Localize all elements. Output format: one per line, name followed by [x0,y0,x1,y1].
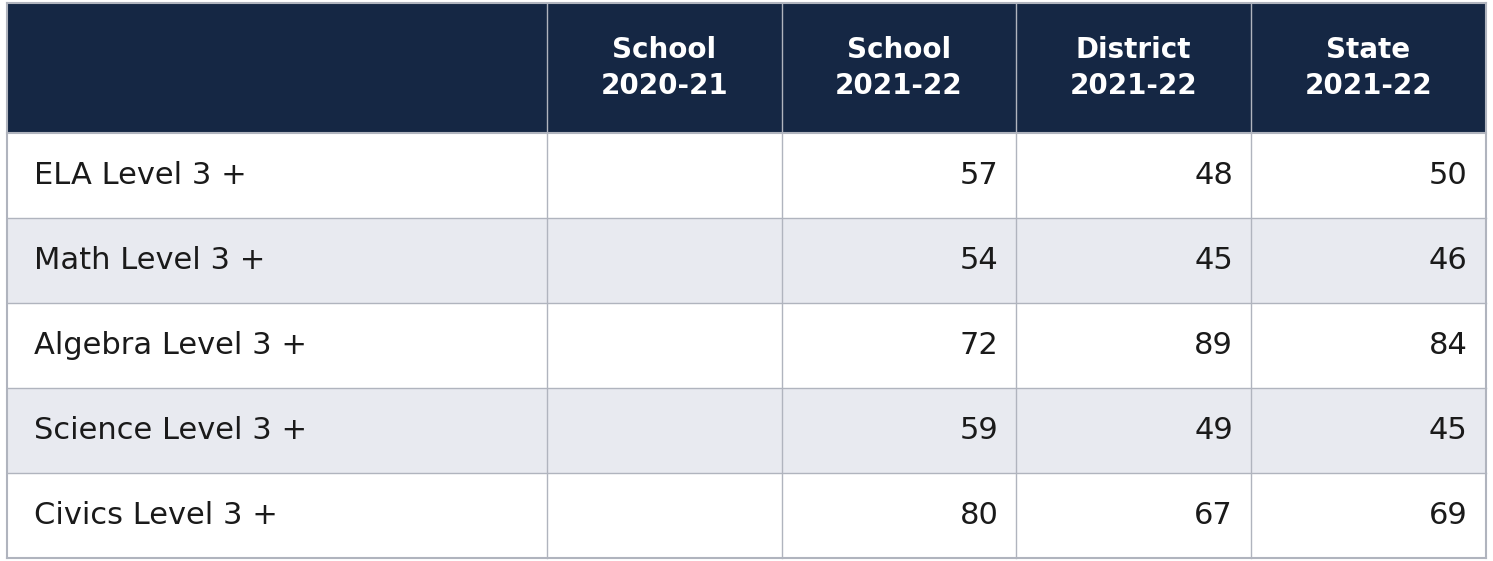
Bar [7,473,1486,558]
Text: Algebra Level 3 +: Algebra Level 3 + [34,331,308,360]
Text: 50: 50 [1429,162,1468,190]
Text: 48: 48 [1194,162,1233,190]
Text: Math Level 3 +: Math Level 3 + [34,246,266,275]
Text: Science Level 3 +: Science Level 3 + [34,416,308,445]
Bar [7,3,546,134]
Text: School
2021-22: School 2021-22 [835,36,963,100]
Text: 67: 67 [1194,501,1233,530]
Text: 46: 46 [1429,246,1468,275]
Text: 69: 69 [1429,501,1468,530]
Text: State
2021-22: State 2021-22 [1305,36,1432,100]
Text: 59: 59 [960,416,999,445]
Bar [1017,3,1251,134]
Text: 54: 54 [960,246,999,275]
Text: 72: 72 [960,331,999,360]
Bar [1251,3,1486,134]
Text: District
2021-22: District 2021-22 [1070,36,1197,100]
Bar [782,3,1017,134]
Bar [7,304,1486,388]
Text: 45: 45 [1429,416,1468,445]
Text: 57: 57 [960,162,999,190]
Bar [7,218,1486,304]
Text: 45: 45 [1194,246,1233,275]
Text: 80: 80 [960,501,999,530]
Text: 49: 49 [1194,416,1233,445]
Bar [7,388,1486,473]
Text: ELA Level 3 +: ELA Level 3 + [34,162,246,190]
Bar [546,3,782,134]
Text: 84: 84 [1429,331,1468,360]
Bar [7,134,1486,218]
Text: 89: 89 [1194,331,1233,360]
Text: School
2020-21: School 2020-21 [600,36,729,100]
Text: Civics Level 3 +: Civics Level 3 + [34,501,278,530]
